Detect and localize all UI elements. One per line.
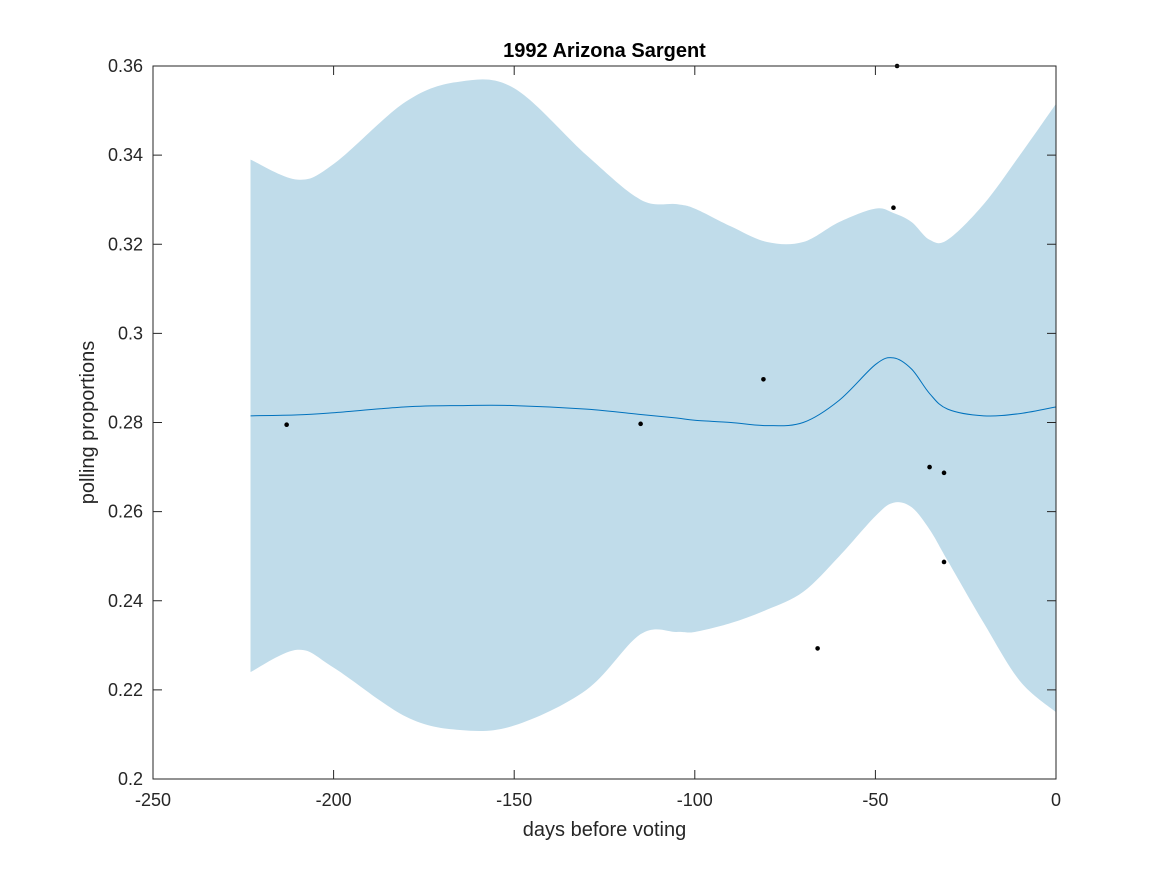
mean-line-layer [250,357,1057,427]
ticks-layer: -250 -200 -150 -100 -50 0 0.2 0.22 0.24 0.26 0.28 0… [108,56,1061,810]
y-tick-label: 0.28 [108,413,143,433]
y-tick-label: 0.32 [108,234,143,254]
x-tick-label: -50 [862,790,888,810]
confidence-band [250,79,1056,731]
x-axis-label: days before voting [523,819,686,841]
y-tick-label: 0.24 [108,591,143,611]
data-point [284,422,289,428]
y-tick-label: 0.22 [108,680,143,700]
mean-line [250,357,1057,427]
x-tick-label: -200 [316,790,352,810]
y-tick-label: 0.36 [108,56,143,76]
x-tick-label: -250 [135,790,171,810]
x-tick-label: 0 [1051,790,1061,810]
data-point [941,470,947,476]
x-tick-label: -150 [496,790,532,810]
x-tick-label: -100 [677,790,713,810]
y-tick-label: 0.26 [108,502,143,522]
data-point [761,376,766,382]
chart-title: 1992 Arizona Sargent [503,40,706,62]
y-axis-label: polling proportions [77,341,99,504]
y-tick-label: 0.34 [108,145,143,165]
data-point [815,646,820,651]
y-tick-label: 0.3 [118,323,143,343]
data-point [891,205,896,211]
confidence-band-layer [250,79,1056,731]
y-tick-label: 0.2 [118,769,143,789]
data-point [638,421,643,427]
data-point [941,559,947,565]
data-point [927,464,932,470]
data-points-layer [284,63,947,651]
